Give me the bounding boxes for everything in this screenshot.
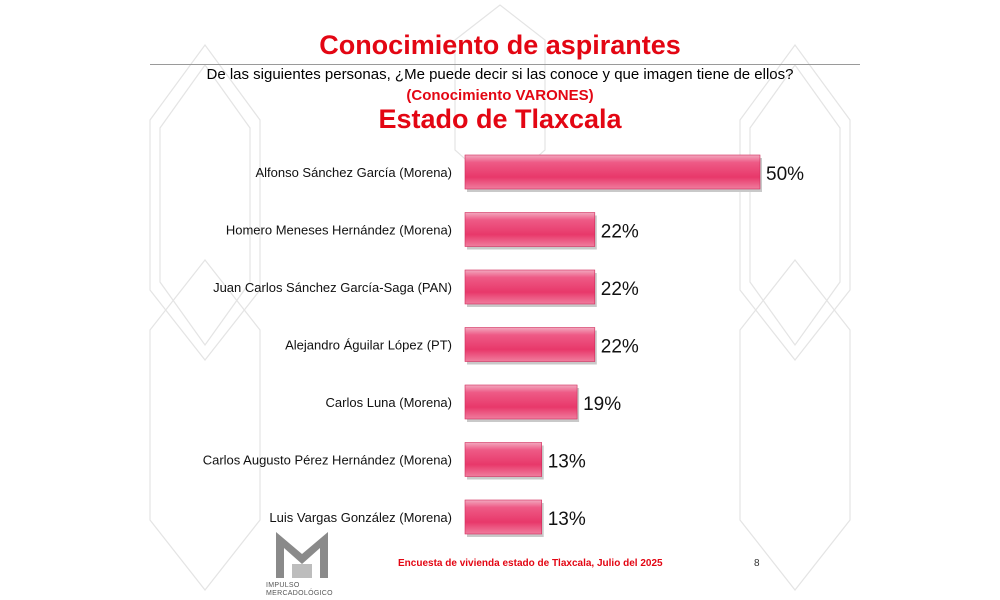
value-label: 19% <box>583 394 621 415</box>
value-label: 13% <box>548 509 586 530</box>
value-label: 13% <box>548 452 586 473</box>
bar <box>464 384 578 420</box>
category-label: Alfonso Sánchez García (Morena) <box>255 165 452 180</box>
survey-question: De las siguientes personas, ¿Me puede de… <box>206 66 794 83</box>
bar <box>464 327 596 362</box>
subtitle: (Conocimiento VARONES) <box>406 87 594 104</box>
category-label: Carlos Luna (Morena) <box>326 395 452 410</box>
value-label: 50% <box>766 164 804 185</box>
bar <box>464 499 542 535</box>
title-divider <box>150 64 860 65</box>
logo-text-line-1: IMPULSO <box>266 582 300 589</box>
value-label: 22% <box>601 222 639 243</box>
impulso-logo-icon <box>276 532 328 578</box>
logo-text: IMPULSO MERCADOLÓGICO <box>266 582 333 598</box>
bar <box>464 212 596 247</box>
bar <box>464 442 542 477</box>
logo-text-line-2: MERCADOLÓGICO <box>266 590 333 597</box>
value-label: 22% <box>601 337 639 358</box>
category-label: Luis Vargas González (Morena) <box>269 510 452 525</box>
page-number: 8 <box>754 558 760 569</box>
category-label: Alejandro Águilar López (PT) <box>285 338 452 353</box>
bar <box>464 154 761 190</box>
state-title: Estado de Tlaxcala <box>378 104 622 134</box>
value-label: 22% <box>601 279 639 300</box>
category-label: Carlos Augusto Pérez Hernández (Morena) <box>203 453 452 468</box>
bar <box>464 269 596 305</box>
source-note: Encuesta de vivienda estado de Tlaxcala,… <box>398 558 663 569</box>
category-label: Homero Meneses Hernández (Morena) <box>226 223 452 238</box>
page-title: Conocimiento de aspirantes <box>319 30 681 60</box>
category-label: Juan Carlos Sánchez García-Saga (PAN) <box>213 280 452 295</box>
